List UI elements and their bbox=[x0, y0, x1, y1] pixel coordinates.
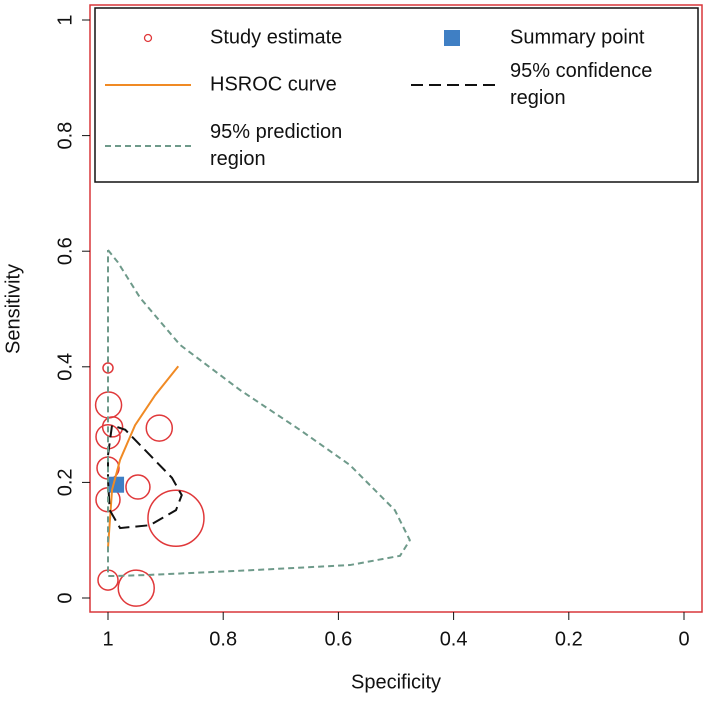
legend-label: 95% prediction bbox=[210, 121, 342, 143]
y-tick-label: 1 bbox=[54, 14, 76, 25]
summary-point bbox=[108, 476, 125, 493]
legend-symbol bbox=[444, 30, 460, 46]
series-line bbox=[107, 423, 183, 530]
study-estimate bbox=[94, 391, 123, 419]
x-tick-label: 0.2 bbox=[555, 628, 583, 650]
legend-label: region bbox=[210, 148, 266, 170]
study-estimate bbox=[125, 474, 151, 500]
x-tick-label: 1 bbox=[102, 628, 113, 650]
study-estimate bbox=[101, 416, 124, 438]
series-line bbox=[107, 365, 180, 548]
legend-symbol bbox=[143, 33, 153, 43]
legend-label: region bbox=[510, 87, 566, 109]
x-tick-label: 0.8 bbox=[209, 628, 237, 650]
x-tick-label: 0 bbox=[678, 628, 689, 650]
legend-label: Summary point bbox=[510, 26, 645, 48]
y-tick-label: 0.4 bbox=[54, 353, 76, 381]
legend-box bbox=[94, 7, 699, 183]
y-tick-label: 0.2 bbox=[54, 468, 76, 496]
study-estimate bbox=[97, 569, 119, 591]
x-tick-label: 0.6 bbox=[324, 628, 352, 650]
study-estimate bbox=[147, 489, 205, 547]
y-tick-label: 0 bbox=[54, 592, 76, 603]
legend-label: 95% confidence bbox=[510, 60, 652, 82]
series-line bbox=[107, 249, 411, 578]
x-tick-label: 0.4 bbox=[440, 628, 468, 650]
x-axis-label: Specificity bbox=[351, 671, 441, 693]
plot-frame bbox=[89, 4, 703, 613]
study-estimate bbox=[145, 414, 174, 442]
legend-label: HSROC curve bbox=[210, 73, 337, 95]
y-tick-label: 0.6 bbox=[54, 237, 76, 265]
y-tick-label: 0.8 bbox=[54, 122, 76, 150]
y-axis-label: Sensitivity bbox=[2, 264, 24, 354]
study-estimate bbox=[102, 362, 114, 374]
study-estimate bbox=[117, 569, 155, 607]
legend-label: Study estimate bbox=[210, 26, 342, 48]
